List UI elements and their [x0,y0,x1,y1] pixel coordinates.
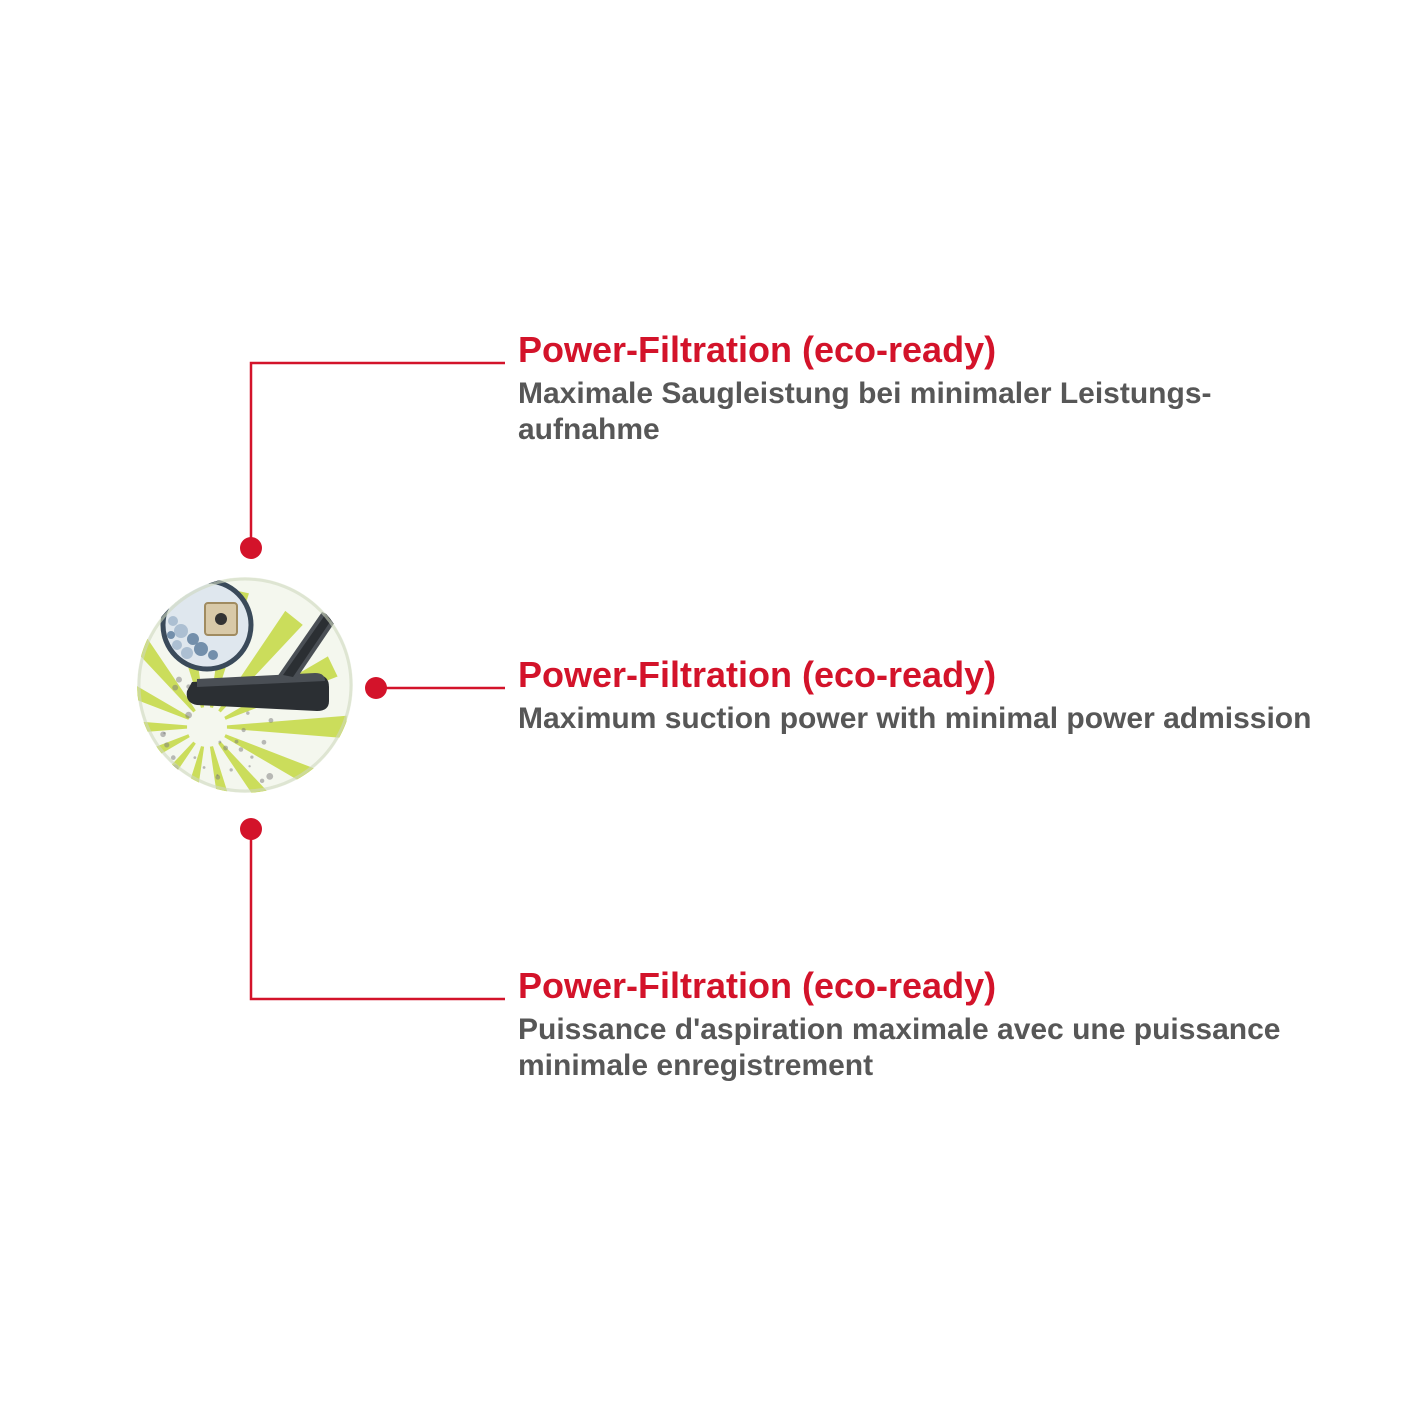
infographic-canvas: Power-Filtration (eco-ready) Maximale Sau… [0,0,1417,1417]
entry-heading-de: Power-Filtration (eco-ready) [518,330,1328,370]
entry-desc-de: Maximale Saugleistung bei minimaler Leis… [518,376,1328,448]
connector-dot-en [365,677,387,699]
connector-line-fr [251,829,505,999]
entry-heading-fr: Power-Filtration (eco-ready) [518,966,1328,1006]
central-icon-svg [137,577,353,793]
entry-heading-en: Power-Filtration (eco-ready) [518,655,1328,695]
central-product-icon [137,577,353,793]
connector-line-de [251,363,505,548]
connector-dot-de [240,537,262,559]
connector-dot-fr [240,818,262,840]
entry-de: Power-Filtration (eco-ready) Maximale Sau… [518,330,1328,448]
entry-desc-fr: Puissance d'aspiration maximale avec une… [518,1012,1328,1084]
entry-en: Power-Filtration (eco-ready) Maximum suct… [518,655,1328,737]
entry-fr: Power-Filtration (eco-ready) Puissance d'… [518,966,1328,1084]
entry-desc-en: Maximum suction power with minimal power… [518,701,1328,737]
